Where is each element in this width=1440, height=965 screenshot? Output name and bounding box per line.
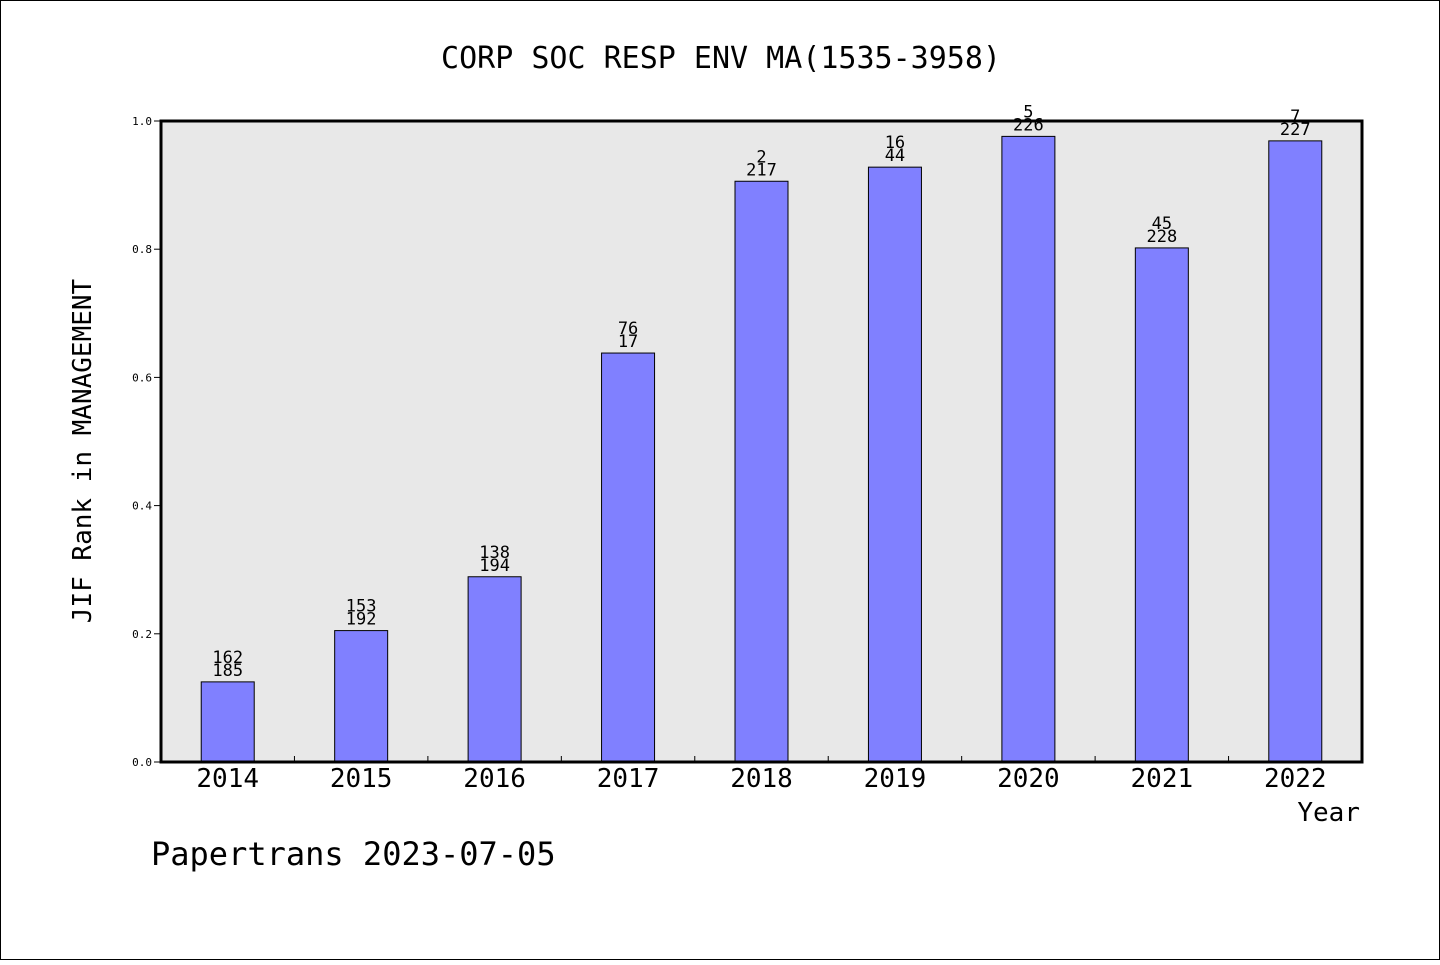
bar-label-total: 44 [885,146,905,166]
bar-2017 [601,352,656,763]
bar-2022 [1268,140,1323,763]
bar-2014 [200,681,255,763]
y-tick-label: 0.6 [132,371,152,384]
x-tick-label: 2017 [597,764,660,794]
y-tick-label: 0.4 [132,500,152,513]
bar-label-rank: 76 [618,319,638,339]
chart-title: CORP SOC RESP ENV MA(1535-3958) [441,41,1001,76]
x-axis: 2014 2015 2016 2017 2018 2019 2020 2021 2022 [196,756,1327,794]
bar-label-total: 185 [212,661,243,681]
bar-label-total: 227 [1280,120,1311,140]
x-tick-label: 2020 [997,764,1060,794]
x-tick-label: 2022 [1264,764,1327,794]
x-tick-label: 2018 [730,764,793,794]
x-axis-label: Year [1297,798,1360,828]
bars [200,135,1323,763]
bar-label-rank: 2 [756,147,766,167]
x-tick-label: 2015 [330,764,393,794]
bar-2021 [1134,247,1189,763]
bar-label-total: 217 [746,160,777,180]
x-tick-label: 2014 [196,764,259,794]
bar-label-rank: 7 [1290,107,1300,127]
plot-border [159,119,1364,764]
x-tick-label: 2016 [463,764,526,794]
y-axis-label: JIF Rank in MANAGEMENT [68,278,98,623]
bar-label-rank: 162 [212,648,243,668]
y-tick-label: 0.2 [132,628,152,641]
bar-2018 [734,180,789,763]
bar-label-total: 228 [1146,227,1177,247]
bar-label-total: 17 [618,332,638,352]
bar-2020 [1001,135,1056,763]
y-axis: 0.0 0.2 0.4 0.6 0.8 1.0 [132,115,161,769]
y-tick-label: 0.8 [132,243,152,256]
footer-credit: Papertrans 2023-07-05 [151,835,556,873]
x-tick-label: 2019 [864,764,927,794]
bar-label-total: 226 [1013,115,1044,135]
bar-2019 [867,166,922,763]
y-tick-label: 0.0 [132,756,152,769]
bar-label-rank: 138 [479,543,510,563]
bar-label-total: 192 [346,610,377,630]
bar-2016 [467,576,522,763]
bar-label-total: 194 [479,556,510,576]
bar-label-rank: 45 [1152,214,1172,234]
bar-2015 [334,630,389,763]
bar-label-rank: 5 [1023,102,1033,122]
bar-label-rank: 16 [885,133,905,153]
y-tick-label: 1.0 [132,115,152,128]
bar-label-rank: 153 [346,597,377,617]
x-tick-label: 2021 [1131,764,1194,794]
